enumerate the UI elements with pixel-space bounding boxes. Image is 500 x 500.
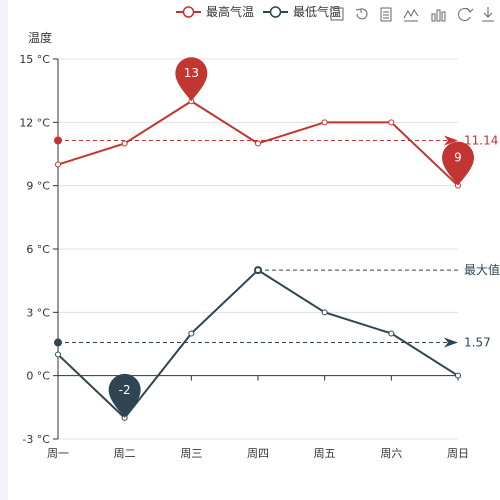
mark-point-shape: [175, 57, 208, 102]
mark-line-arrow: [444, 135, 458, 146]
mark-point-pin: 13: [175, 57, 208, 102]
mark-point-shape: [108, 373, 141, 418]
mark-line-label: 11.14: [464, 133, 498, 147]
bar-type-icon[interactable]: [431, 9, 446, 22]
x-tick-label: 周一: [47, 447, 69, 460]
mark-point-label: 13: [184, 66, 199, 80]
data-point: [321, 309, 328, 316]
legend-label: 最低气温: [293, 4, 341, 19]
y-tick-label: -3 °C: [22, 433, 50, 446]
mark-point-pin: 9: [442, 141, 474, 186]
data-point: [255, 267, 261, 274]
series-group: [55, 98, 461, 421]
x-tick-label: 周五: [314, 447, 336, 460]
data-point: [388, 119, 395, 126]
data-point: [321, 119, 328, 126]
legend-label: 最高气温: [206, 4, 254, 19]
x-tick-label: 周日: [447, 447, 469, 460]
x-tick-label: 周三: [180, 447, 202, 460]
data-point: [55, 351, 61, 358]
legend: 最高气温 最低气温: [176, 4, 341, 19]
legend-swatch-dot: [269, 6, 282, 18]
mark-line-label: 1.57: [464, 336, 491, 350]
legend-item[interactable]: 最低气温: [263, 4, 341, 19]
y-tick-label: 3 °C: [26, 306, 50, 319]
y-axis-title: 温度: [28, 30, 52, 45]
max-line-label: 最大值: [464, 262, 500, 277]
mark-point-label: 9: [454, 151, 462, 165]
mark-point-pin: -2: [108, 373, 141, 418]
mark-points: 13 9 -2: [108, 57, 474, 418]
data-point: [255, 140, 261, 147]
refresh-icon[interactable]: [458, 7, 474, 21]
data-point: [121, 140, 128, 147]
data-point: [455, 372, 461, 379]
restore-icon[interactable]: [355, 8, 368, 20]
mark-point-shape: [442, 141, 474, 186]
toolbox: [330, 7, 494, 22]
data-point: [388, 330, 395, 337]
y-tick-label: 12 °C: [19, 116, 50, 129]
legend-swatch-dot: [182, 6, 195, 18]
data-point: [188, 330, 195, 337]
left-edge-strip: [0, 0, 8, 500]
x-tick-label: 周二: [114, 447, 136, 460]
mark-icon[interactable]: [330, 7, 344, 21]
x-tick-label: 周六: [380, 447, 402, 460]
y-tick-label: 0 °C: [26, 370, 50, 383]
y-tick-label: 9 °C: [26, 180, 50, 193]
x-tick-label: 周四: [247, 447, 269, 460]
y-tick-label: 6 °C: [26, 243, 50, 256]
grid-lines: [58, 58, 458, 440]
mark-lines: 11.14 1.57 最大值: [54, 133, 500, 350]
data-view-icon[interactable]: [380, 7, 392, 22]
line-type-icon[interactable]: [403, 9, 419, 22]
axes: -3 °C 0 °C 3 °C 6 °C 9 °C 12 °C 15 °C 周一 周二 周三 周四 周…: [19, 53, 469, 460]
download-icon[interactable]: [482, 7, 494, 22]
mark-line-arrow: [444, 337, 458, 348]
data-point: [55, 161, 61, 168]
legend-item[interactable]: 最高气温: [176, 4, 254, 19]
y-tick-label: 15 °C: [19, 53, 50, 66]
mark-point-label: -2: [119, 383, 131, 397]
